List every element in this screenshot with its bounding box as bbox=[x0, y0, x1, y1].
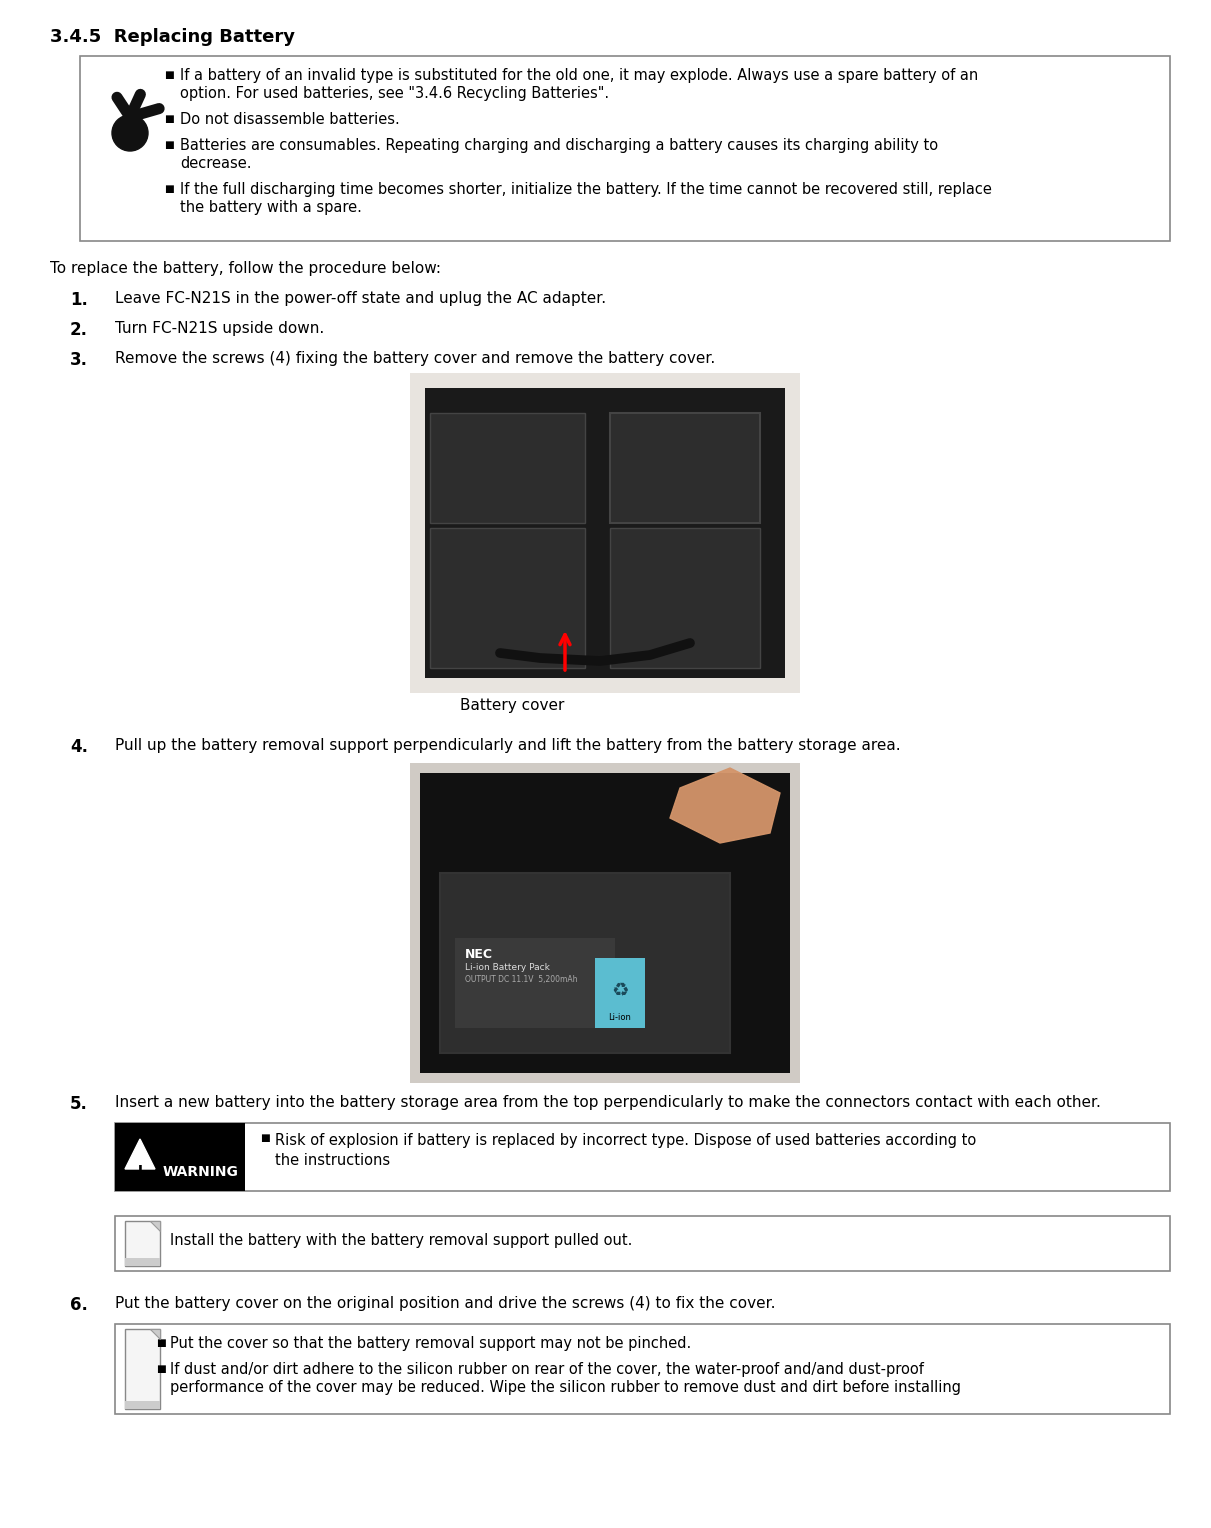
Text: Put the cover so that the battery removal support may not be pinched.: Put the cover so that the battery remova… bbox=[170, 1335, 691, 1351]
Text: Turn FC-N21S upside down.: Turn FC-N21S upside down. bbox=[115, 321, 325, 336]
Polygon shape bbox=[670, 769, 780, 843]
Text: ■: ■ bbox=[163, 115, 173, 124]
Text: If a battery of an invalid type is substituted for the old one, it may explode. : If a battery of an invalid type is subst… bbox=[180, 69, 978, 83]
Text: 3.4.5  Replacing Battery: 3.4.5 Replacing Battery bbox=[50, 28, 295, 46]
Text: Put the battery cover on the original position and drive the screws (4) to fix t: Put the battery cover on the original po… bbox=[115, 1296, 775, 1311]
Bar bbox=[610, 529, 761, 668]
Circle shape bbox=[111, 115, 148, 151]
Text: Batteries are consumables. Repeating charging and discharging a battery causes i: Batteries are consumables. Repeating cha… bbox=[180, 138, 939, 153]
Polygon shape bbox=[150, 1221, 160, 1232]
Text: ■: ■ bbox=[163, 141, 173, 150]
Bar bbox=[430, 529, 585, 668]
Bar bbox=[411, 373, 800, 694]
Text: Leave FC-N21S in the power-off state and uplug the AC adapter.: Leave FC-N21S in the power-off state and… bbox=[115, 290, 607, 306]
Text: ■: ■ bbox=[163, 70, 173, 79]
Bar bbox=[115, 1123, 1170, 1190]
Bar bbox=[425, 388, 785, 678]
Bar bbox=[595, 1008, 645, 1028]
Polygon shape bbox=[150, 1329, 160, 1339]
Text: Li-ion Battery Pack: Li-ion Battery Pack bbox=[465, 963, 550, 972]
Text: 6.: 6. bbox=[70, 1296, 88, 1314]
Text: option. For used batteries, see "3.4.6 Recycling Batteries".: option. For used batteries, see "3.4.6 R… bbox=[180, 86, 609, 101]
Bar bbox=[420, 773, 790, 1073]
Text: Remove the screws (4) fixing the battery cover and remove the battery cover.: Remove the screws (4) fixing the battery… bbox=[115, 351, 716, 367]
Bar bbox=[115, 1216, 1170, 1271]
Text: ♻: ♻ bbox=[612, 981, 629, 999]
Text: If the full discharging time becomes shorter, initialize the battery. If the tim: If the full discharging time becomes sho… bbox=[180, 182, 992, 197]
Text: ■: ■ bbox=[156, 1339, 166, 1348]
Bar bbox=[595, 958, 645, 1008]
Text: Install the battery with the battery removal support pulled out.: Install the battery with the battery rem… bbox=[170, 1233, 632, 1248]
Text: If dust and/or dirt adhere to the silicon rubber on rear of the cover, the water: If dust and/or dirt adhere to the silico… bbox=[170, 1361, 924, 1377]
Text: ■: ■ bbox=[156, 1365, 166, 1374]
Text: the instructions: the instructions bbox=[275, 1154, 390, 1167]
Text: 5.: 5. bbox=[70, 1096, 88, 1112]
Text: WARNING: WARNING bbox=[163, 1164, 239, 1180]
Bar bbox=[125, 1221, 160, 1267]
Text: Pull up the battery removal support perpendicularly and lift the battery from th: Pull up the battery removal support perp… bbox=[115, 738, 901, 753]
Text: Risk of explosion if battery is replaced by incorrect type. Dispose of used batt: Risk of explosion if battery is replaced… bbox=[275, 1132, 976, 1148]
Text: To replace the battery, follow the procedure below:: To replace the battery, follow the proce… bbox=[50, 261, 441, 277]
Text: decrease.: decrease. bbox=[180, 156, 252, 171]
Bar bbox=[125, 1258, 160, 1267]
Text: 2.: 2. bbox=[70, 321, 88, 339]
Text: the battery with a spare.: the battery with a spare. bbox=[180, 200, 362, 215]
Bar bbox=[125, 1329, 160, 1409]
Text: 1.: 1. bbox=[70, 290, 88, 309]
Text: ■: ■ bbox=[260, 1132, 270, 1143]
Polygon shape bbox=[125, 1138, 155, 1169]
Text: Battery cover: Battery cover bbox=[460, 698, 564, 714]
Bar bbox=[411, 762, 800, 1083]
Text: !: ! bbox=[137, 1164, 143, 1180]
Bar bbox=[115, 1123, 245, 1190]
Text: Do not disassemble batteries.: Do not disassemble batteries. bbox=[180, 112, 400, 127]
Bar bbox=[80, 57, 1170, 241]
Bar bbox=[440, 872, 730, 1053]
Text: NEC: NEC bbox=[465, 947, 493, 961]
Bar bbox=[430, 413, 585, 523]
Bar bbox=[610, 413, 761, 523]
Bar bbox=[115, 1323, 1170, 1413]
Text: 4.: 4. bbox=[70, 738, 88, 756]
Text: Insert a new battery into the battery storage area from the top perpendicularly : Insert a new battery into the battery st… bbox=[115, 1096, 1101, 1109]
Text: ■: ■ bbox=[163, 183, 173, 194]
Text: performance of the cover may be reduced. Wipe the silicon rubber to remove dust : performance of the cover may be reduced.… bbox=[170, 1380, 962, 1395]
Text: 3.: 3. bbox=[70, 351, 88, 368]
Bar bbox=[455, 938, 615, 1028]
Text: OUTPUT DC 11.1V  5,200mAh: OUTPUT DC 11.1V 5,200mAh bbox=[465, 975, 578, 984]
Text: Li-ion: Li-ion bbox=[609, 1013, 631, 1022]
Bar bbox=[125, 1401, 160, 1409]
